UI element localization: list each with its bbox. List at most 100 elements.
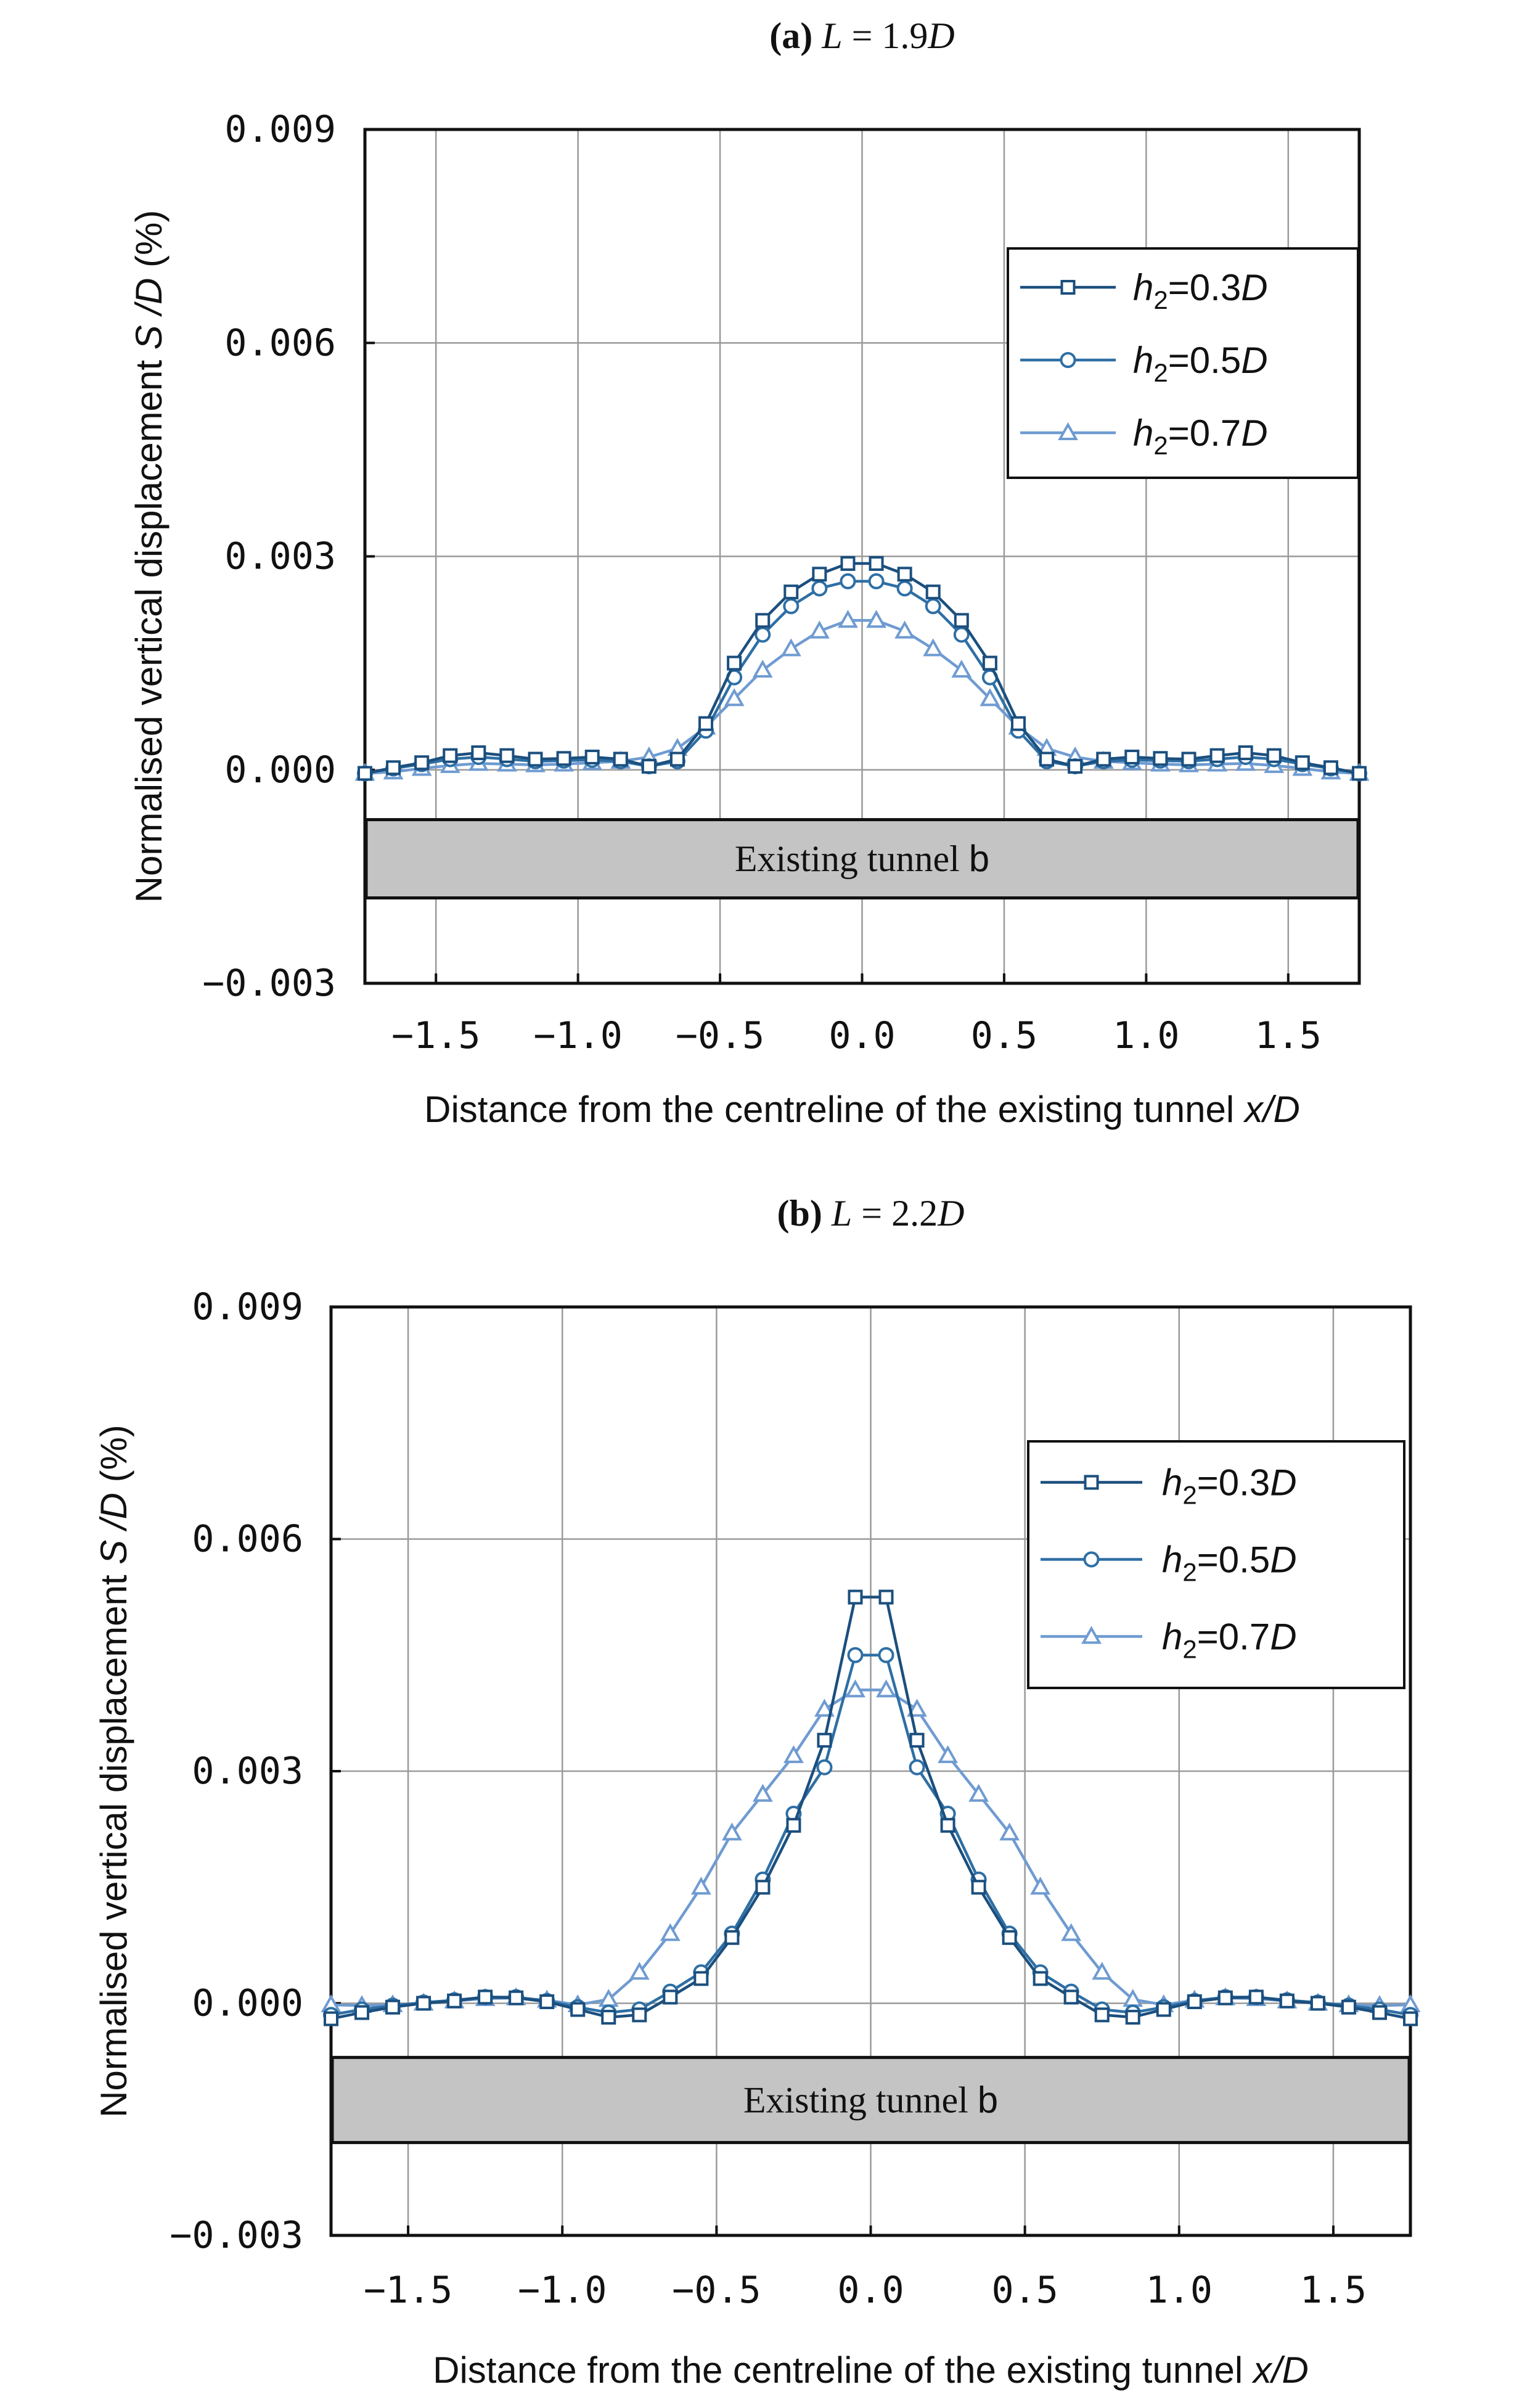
data-point (1323, 760, 1338, 776)
legend-item: h2=0.5D (1041, 1539, 1297, 1587)
data-point (811, 580, 828, 597)
x-axis-label: Distance from the centreline of the exis… (433, 2349, 1309, 2391)
y-tick-label: 0.006 (192, 1518, 303, 1561)
series-h2-0-3d (358, 556, 1367, 781)
data-point (358, 766, 372, 781)
x-tick-label: −1.0 (533, 1014, 623, 1057)
legend-label: h2=0.7D (1133, 412, 1268, 460)
legend-base: h (1133, 340, 1153, 381)
data-point (727, 655, 742, 671)
y-axis-label-tail: (%) (128, 210, 170, 278)
data-point (1061, 1923, 1082, 1941)
legend-marker (1060, 352, 1076, 368)
panel-label: (b) (777, 1193, 822, 1234)
data-point (641, 758, 657, 774)
data-point (693, 1971, 709, 1986)
x-tick-label: 0.5 (971, 1014, 1037, 1057)
legend-subscript: 2 (1153, 431, 1168, 460)
legend-marker (1081, 1626, 1102, 1644)
x-axis-label-main: Distance from the centreline of the exis… (424, 1089, 1245, 1130)
data-point (1033, 1971, 1048, 1986)
x-tick-label: 1.5 (1255, 1014, 1322, 1057)
legend-label: h2=0.5D (1133, 340, 1268, 387)
data-point (613, 751, 628, 767)
data-point (925, 598, 941, 615)
legend-item: h2=0.7D (1020, 412, 1268, 460)
x-tick-label: 1.0 (1113, 1014, 1179, 1057)
title-value: = 2.2 (852, 1193, 938, 1234)
data-point (783, 598, 800, 615)
data-point (923, 638, 944, 657)
legend-marker (1058, 422, 1078, 440)
x-axis-label: Distance from the centreline of the exis… (424, 1089, 1300, 1130)
data-point (909, 1759, 925, 1775)
data-point (443, 748, 458, 763)
data-point (840, 556, 856, 571)
legend-unit: D (1270, 1462, 1296, 1504)
title-unit: D (937, 1193, 964, 1234)
data-point (1266, 748, 1282, 763)
data-point (1403, 2011, 1418, 2026)
data-point (509, 1990, 524, 2005)
data-point (894, 620, 915, 639)
data-point (951, 660, 972, 678)
x-tick-label: −1.0 (518, 2269, 607, 2312)
data-point (752, 660, 773, 678)
legend-unit: D (1270, 1539, 1296, 1581)
y-tick-label: 0.009 (192, 1285, 303, 1329)
y-tick-label: 0.009 (224, 108, 336, 151)
legend-subscript: 2 (1182, 1635, 1197, 1664)
data-point (570, 2002, 586, 2017)
data-point (814, 1698, 835, 1717)
data-point (817, 1732, 832, 1748)
data-point (1002, 1930, 1017, 1945)
data-point (724, 1930, 740, 1945)
data-point (786, 1817, 801, 1833)
y-axis-label-main: Normalised vertical displacement (93, 1565, 134, 2118)
data-point (968, 1783, 989, 1802)
data-point (447, 1993, 462, 2009)
legend-item: h2=0.3D (1020, 267, 1268, 314)
y-axis-label-tail: (%) (93, 1425, 134, 1493)
data-point (386, 760, 401, 776)
legend-item: h2=0.3D (1041, 1462, 1297, 1510)
legend-subscript: 2 (1153, 285, 1168, 314)
data-point (999, 1822, 1020, 1841)
data-point (1063, 1989, 1079, 2005)
data-point (601, 2010, 616, 2025)
legend-unit: D (1241, 267, 1267, 308)
legend-marker (1083, 1551, 1100, 1568)
existing-tunnel-box (364, 818, 1360, 899)
data-point (755, 613, 771, 628)
y-axis-label: Normalised vertical displacement S /D (%… (93, 1425, 134, 2118)
data-point (1295, 755, 1310, 771)
tunnel-label-tag: b (969, 838, 989, 879)
data-point (953, 626, 970, 643)
data-point (838, 610, 858, 628)
data-point (1124, 749, 1140, 764)
x-axis-label-unit: x/D (1251, 2349, 1309, 2391)
data-point (1279, 1993, 1295, 2009)
panel-label: (a) (769, 15, 812, 56)
data-point (632, 2007, 647, 2023)
data-point (629, 1962, 650, 1980)
data-point (478, 1989, 493, 2005)
title-value: = 1.9 (843, 15, 928, 56)
y-tick-label: 0.003 (224, 535, 336, 578)
data-point (783, 1745, 804, 1763)
data-point (528, 751, 543, 767)
data-point (909, 1732, 925, 1748)
data-point (840, 573, 856, 589)
data-point (1030, 1877, 1051, 1895)
data-point (1238, 745, 1253, 761)
existing-tunnel-label: Existing tunnel b (735, 838, 989, 879)
x-tick-label: −1.5 (364, 2269, 453, 2312)
title-variable: L (821, 15, 842, 56)
legend-base: h (1162, 1539, 1182, 1581)
title-unit: D (927, 15, 954, 56)
data-point (698, 716, 714, 731)
y-axis-label-italic: S /D (128, 278, 170, 350)
data-point (980, 688, 1000, 706)
x-tick-label: 1.0 (1146, 2269, 1213, 2312)
